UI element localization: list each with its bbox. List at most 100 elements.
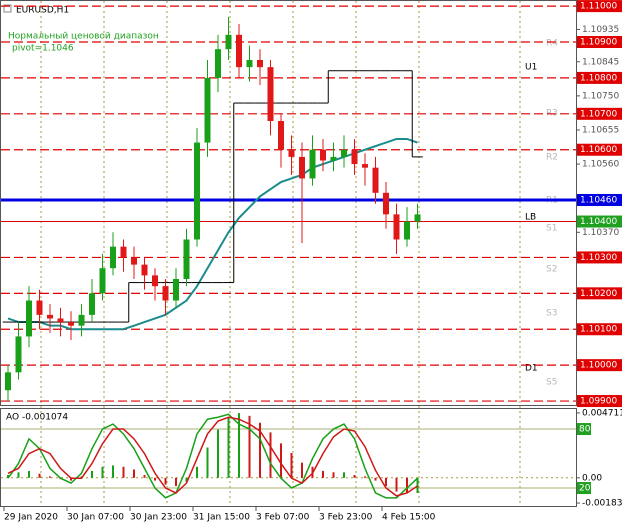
level-label-box [577,0,622,13]
level-label-box [577,359,622,372]
band-label: D1 [525,364,538,374]
pivot-label: S1 [546,224,557,234]
candle-body [299,156,305,179]
candle-body [141,264,148,276]
ao-title: AO -0.001074 [6,413,68,423]
candle-body [288,149,295,157]
candle-body [162,286,169,301]
y-tick-label: 0.00 [582,473,602,483]
x-tick-label: 30 Jan 23:00 [130,513,187,523]
x-tick-label: 3 Feb 07:00 [256,513,310,523]
candle-body [26,300,32,337]
chart-title: EURUSD,H1 [16,6,69,16]
y-tick-label: 0.004711 [582,408,622,418]
level-label: 1.10100 [580,325,617,335]
candle-body [246,59,253,68]
candle-body [351,149,358,165]
level-label: 1.10460 [580,195,617,205]
candle-body [183,239,190,279]
candle-body [204,77,211,143]
x-tick-label: 3 Feb 23:00 [319,513,373,523]
level-label-box [577,323,622,336]
y-tick-label: 1.10370 [582,228,619,238]
x-tick-label: 30 Jan 07:00 [67,513,124,523]
level-label-box [577,71,622,84]
level-label: 1.10300 [580,253,617,263]
candle-body [15,336,22,373]
candle-body [215,49,221,78]
candle-body [78,314,85,326]
level-label: 1.10900 [580,38,617,48]
candle-body [341,149,347,157]
subtitle: Нормальный ценовой диапазон [8,32,159,42]
candle-body [372,167,379,193]
level-label: 1.10000 [580,361,617,371]
candle-body [5,372,11,391]
level-label: 1.11000 [580,2,617,12]
x-tick-label: 29 Jan 2020 [4,513,58,523]
x-tick-label: 31 Jan 15:00 [193,513,250,523]
candle-body [68,322,74,326]
candle-body [110,246,116,269]
y2-tick-label: 80 [579,425,591,435]
y-tick-label: 1.10845 [582,57,619,67]
level-label-box [577,287,622,300]
pivot-label: R4 [546,39,558,49]
candle-body [57,318,64,323]
candle-body [362,164,368,168]
pivot-label: R2 [546,153,558,163]
candle-body [257,59,263,68]
level-label: 1.10400 [580,217,617,227]
level-label: 1.09900 [580,397,617,407]
level-label-box [577,107,622,120]
candle-body [36,300,43,315]
band-label: LB [525,213,536,223]
level-label-box [577,215,622,228]
level-label-box [577,36,622,49]
y-tick-label: 1.10560 [582,160,619,170]
y-tick-label: 1.10935 [582,25,619,35]
pivot-label: S2 [546,265,557,275]
level-label-box [577,143,622,156]
pivot-label: S5 [546,378,557,388]
candle-body [89,293,95,315]
x-tick-label: 4 Feb 15:00 [382,513,436,523]
candle-body [320,149,326,161]
pivot-label: S3 [546,309,557,319]
candle-body [225,34,232,50]
candle-body [173,278,179,301]
level-label: 1.10200 [580,289,617,299]
symbol-icon [3,4,12,13]
candle-body [383,192,389,215]
sub-frame [0,408,577,507]
candle-body [278,120,284,150]
level-label-box [577,251,622,264]
level-label: 1.10700 [580,109,617,119]
level-label-box [577,193,622,206]
level-label-box [577,395,622,408]
y-tick-label: 1.10750 [582,91,619,101]
candle-body [131,257,137,265]
candle-body [393,214,400,240]
candle-body [236,34,242,68]
y-tick-label: 1.10655 [582,125,619,135]
y2-tick-box [577,423,591,436]
y2-tick-label: 20 [579,484,591,494]
candle-body [330,156,337,161]
oscillator-line [7,416,418,497]
level-label: 1.10800 [580,73,617,83]
candle-body [194,142,200,240]
candle-body [99,268,106,294]
candle-body [47,314,53,319]
band-label: U1 [525,63,537,73]
annotation: pivot=1.1046 [12,44,74,54]
candle-body [267,67,274,121]
y-tick-label: -0.001832 [582,499,622,509]
candle-body [404,221,410,240]
candle-body [414,214,421,222]
candle-body [120,246,127,258]
candle-body [152,275,158,287]
main-frame [0,0,577,406]
